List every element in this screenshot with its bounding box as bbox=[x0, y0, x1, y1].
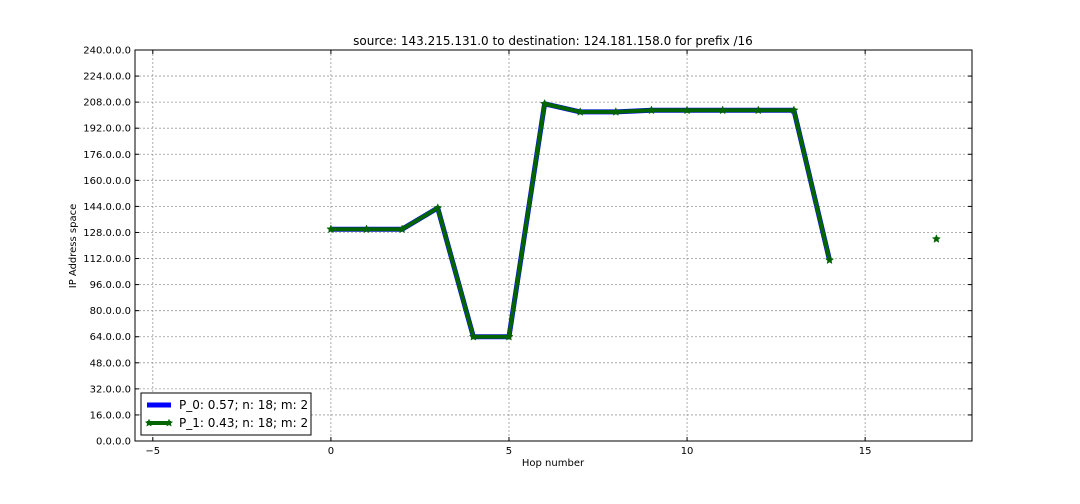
chart-title: source: 143.215.131.0 to destination: 12… bbox=[353, 34, 753, 48]
data-point-star bbox=[931, 234, 941, 243]
data-point-star bbox=[824, 255, 835, 265]
data-point-star bbox=[646, 105, 657, 115]
data-point-star bbox=[575, 107, 585, 116]
series-group bbox=[326, 98, 941, 341]
x-tick-label: 15 bbox=[859, 446, 872, 457]
y-tick-label: 144.0.0.0 bbox=[83, 202, 131, 213]
series-1 bbox=[326, 98, 941, 341]
y-axis-label: IP Address space bbox=[68, 204, 79, 289]
data-point-star bbox=[539, 98, 550, 108]
data-point-star bbox=[611, 107, 621, 116]
y-tick-label: 32.0.0.0 bbox=[90, 384, 131, 395]
y-tick-label: 240.0.0.0 bbox=[83, 46, 131, 57]
data-point-star bbox=[789, 105, 799, 115]
y-tick-label: 176.0.0.0 bbox=[83, 150, 131, 161]
y-tick-label: 64.0.0.0 bbox=[90, 332, 131, 343]
data-point-star bbox=[433, 203, 443, 212]
legend: P_0: 0.57; n: 18; m: 2 P_1: 0.43; n: 18; … bbox=[140, 392, 312, 436]
x-tick-label: 0 bbox=[328, 446, 334, 457]
y-tick-label: 48.0.0.0 bbox=[90, 358, 131, 369]
ticks: −5 0 5 10 15 0.0.0.0 16.0.0.0 32.0.0.0 48.0.0.0 6… bbox=[83, 46, 972, 457]
legend-label: P_0: 0.57; n: 18; m: 2 bbox=[179, 398, 308, 412]
y-tick-label: 224.0.0.0 bbox=[83, 72, 131, 83]
data-point-star bbox=[753, 105, 763, 115]
plot-frame bbox=[134, 49, 973, 442]
data-point-star bbox=[397, 224, 407, 234]
y-tick-label: 128.0.0.0 bbox=[83, 228, 131, 239]
y-tick-label: 16.0.0.0 bbox=[90, 410, 131, 421]
x-tick-label: −5 bbox=[145, 446, 160, 457]
data-point-star bbox=[682, 105, 692, 115]
y-tick-label: 112.0.0.0 bbox=[83, 254, 131, 265]
plot-background bbox=[135, 50, 972, 441]
data-point-star bbox=[326, 224, 336, 234]
legend-box bbox=[140, 392, 312, 436]
legend-marker-star bbox=[164, 418, 174, 427]
legend-label: P_1: 0.43; n: 18; m: 2 bbox=[179, 416, 308, 430]
data-point-star bbox=[504, 331, 514, 341]
data-point-star bbox=[361, 224, 372, 234]
y-tick-label: 96.0.0.0 bbox=[90, 280, 131, 291]
data-point-star bbox=[468, 331, 478, 341]
y-tick-label: 80.0.0.0 bbox=[90, 306, 131, 317]
y-tick-label: 192.0.0.0 bbox=[83, 124, 131, 135]
y-tick-label: 160.0.0.0 bbox=[83, 176, 131, 187]
x-tick-label: 10 bbox=[681, 446, 694, 457]
y-tick-label: 0.0.0.0 bbox=[96, 437, 131, 448]
y-tick-label: 208.0.0.0 bbox=[83, 98, 131, 109]
x-axis-label: Hop number bbox=[522, 458, 585, 469]
legend-marker-star bbox=[144, 418, 154, 427]
data-point-star bbox=[718, 105, 728, 115]
x-tick-label: 5 bbox=[506, 446, 512, 457]
